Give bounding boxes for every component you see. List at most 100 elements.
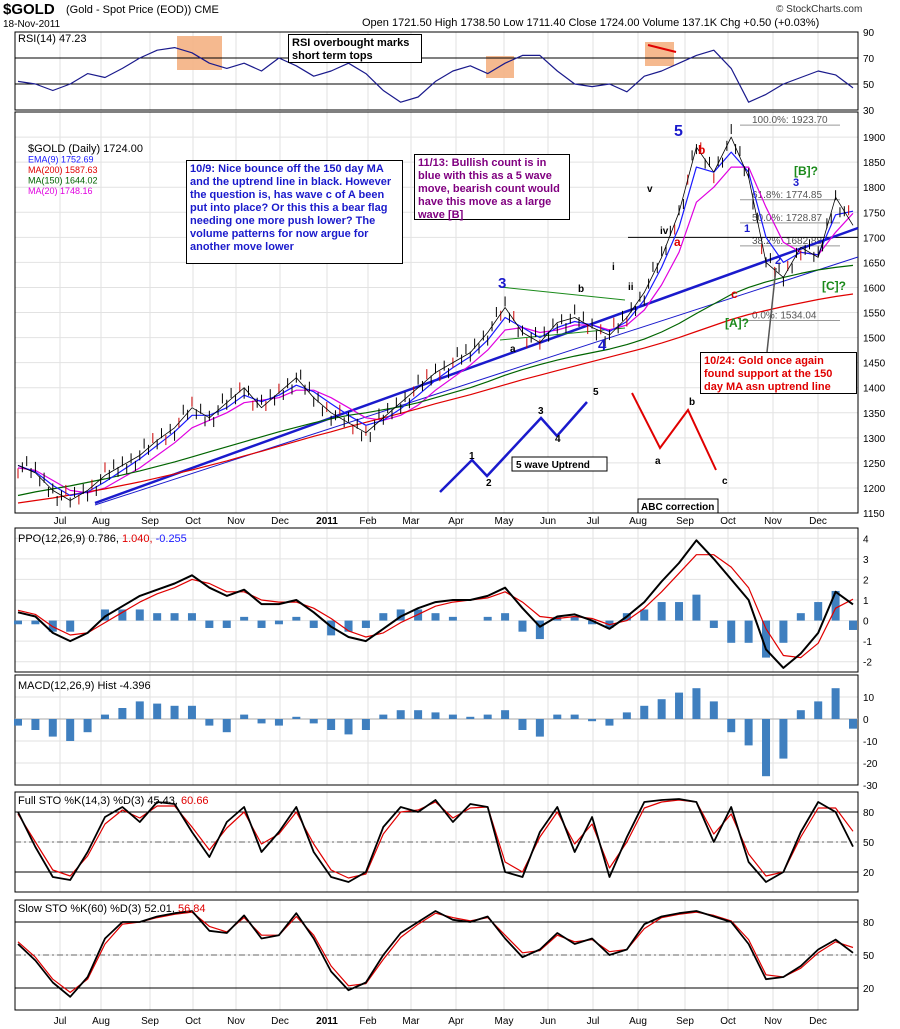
x-tick-1: Aug [92,516,110,527]
ppo-hist-bar [240,616,249,621]
ppo-line [17,539,854,669]
x-tick-bottom-11: Jun [540,1016,556,1027]
rsi-label: RSI(14) 47.23 [18,33,86,45]
ppo-hist-bar [796,613,805,621]
macd-hist-bar [396,710,405,719]
ppo-hist-bar [153,613,162,621]
x-tick-4: Nov [227,516,245,527]
macd-hist-bar [14,719,22,726]
y-tick-label: 0 [863,617,869,628]
x-tick-bottom-2: Sep [141,1016,159,1027]
wave-label-17: [C]? [822,279,846,293]
x-tick-bottom-17: Dec [809,1016,827,1027]
panel-frame [14,674,859,786]
ppo-hist-bar [709,620,718,628]
ppo-hist-bar [431,613,440,621]
uptrend-label-box [511,456,608,472]
ppo-hist-bar [727,620,736,643]
abc-wave-2: c [722,476,728,487]
y-tick-label: 1150 [863,509,885,520]
y-tick-label: 1200 [863,484,886,495]
triangle-upper [499,286,626,301]
ppo-hist-bar [588,620,597,625]
ppo-hist-bar [744,620,753,643]
macd-hist-bar [31,719,40,730]
wave-label-3: b [578,284,584,295]
price-legend-0: $GOLD (Daily) 1724.00 [28,143,143,155]
ppo-hist-bar [361,620,370,628]
y-tick-label: 3 [863,555,869,566]
y-tick-label: 70 [863,54,875,65]
x-tick-9: Apr [448,516,464,527]
ppo-label-part: PPO(12,26,9) 0.786, [18,533,119,545]
y-tick-label: 1400 [863,384,886,395]
macd-hist-bar [570,714,579,719]
slow-sto-label-part: 56.84 [175,903,206,915]
wave-label-2: 3 [498,275,506,292]
ppo-hist-bar [327,620,336,636]
x-tick-bottom-15: Oct [720,1016,736,1027]
y-tick-label: 50 [863,80,875,91]
price-line [17,136,854,501]
macd-hist-bar [814,701,823,719]
y-tick-label: 10 [863,693,875,704]
ma-line-2 [17,293,854,504]
y-tick-label: 1900 [863,133,886,144]
rsi-divergence-line [647,44,677,53]
wave-label-13: 3 [793,177,799,189]
macd-hist-bar [779,719,788,759]
macd-hist-bar [83,719,92,733]
x-tick-bottom-10: May [495,1016,514,1027]
full-sto-label-part: Full STO %K(14,3) %D(3) 45.43, [18,795,178,807]
x-tick-17: Dec [809,516,827,527]
wave-label-14: c [731,287,738,301]
ppo-hist-bar [257,620,266,628]
abc-wave-1: b [689,397,695,408]
macd-hist-bar [414,710,423,719]
price-legend-2: MA(200) 1587.63 [28,165,98,175]
y-tick-label: 1800 [863,183,886,194]
y-tick-label: 80 [863,918,875,929]
x-tick-7: Feb [359,516,377,527]
uptrend-wave-1: 2 [486,478,492,489]
ppo-hist-bar [849,620,857,630]
x-tick-bottom-13: Aug [629,1016,647,1027]
x-tick-2: Sep [141,516,159,527]
y-tick-label: 1700 [863,233,886,244]
ppo-label-part: 1.040, [119,533,153,545]
y-tick-label: 20 [863,984,875,995]
ppo-hist-bar [831,590,840,621]
price-legend-4: MA(20) 1748.16 [28,186,93,196]
macd-hist-bar [727,719,736,733]
uptrend-diagram [439,401,588,493]
x-tick-15: Oct [720,516,736,527]
macd-hist-bar [466,716,475,719]
x-tick-bottom-4: Nov [227,1016,245,1027]
ppo-hist-bar [222,620,231,628]
ppo-hist-bar [205,620,214,628]
x-tick-bottom-16: Nov [764,1016,782,1027]
symbol-name: (Gold - Spot Price (EOD)) CME [66,4,219,16]
full-sto-label-part: 60.66 [178,795,209,807]
overbought-zone-1 [486,56,514,78]
x-tick-bottom-5: Dec [271,1016,289,1027]
abc-wave-0: a [655,456,661,467]
macd-hist-bar [187,705,196,719]
macd-hist-bar [431,712,440,719]
macd-label: MACD(12,26,9) Hist -4.396 [18,680,151,692]
fib-label-2: 50.0%: 1728.87 [752,213,822,224]
macd-hist-bar [849,719,857,729]
ppo-signal-line [17,554,854,659]
macd-hist-bar [744,719,753,746]
macd-hist-bar [605,719,614,726]
y-tick-label: -30 [863,781,878,792]
ma-line-4 [17,166,854,494]
y-tick-label: 1500 [863,334,886,345]
ppo-hist-bar [66,620,75,632]
macd-hist-bar [588,719,597,722]
ppo-hist-bar [170,613,179,621]
ppo-hist-bar [344,620,353,632]
macd-hist-bar [344,719,353,735]
note-nov13: 11/13: Bullish count is in blue with thi… [414,154,570,221]
macd-hist-bar [675,692,684,719]
